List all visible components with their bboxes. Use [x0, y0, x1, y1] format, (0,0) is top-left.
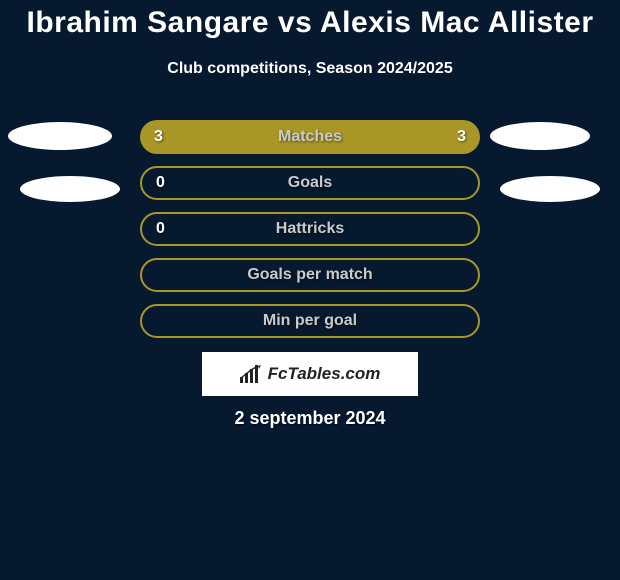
stat-value-left: 3	[154, 128, 163, 146]
avatar-ellipse	[500, 176, 600, 202]
avatar-ellipse	[8, 122, 112, 150]
subtitle: Club competitions, Season 2024/2025	[0, 60, 620, 78]
logo-box: FcTables.com	[202, 352, 418, 396]
date-text: 2 september 2024	[234, 408, 385, 429]
stat-row: Hattricks 0	[140, 212, 480, 246]
stat-label: Hattricks	[276, 220, 344, 238]
stat-value-left: 0	[156, 220, 165, 238]
stat-row: Min per goal	[140, 304, 480, 338]
logo-bars-icon	[240, 365, 262, 383]
stat-label: Matches	[278, 128, 342, 146]
stat-row: Goals per match	[140, 258, 480, 292]
stat-label: Min per goal	[263, 312, 357, 330]
logo: FcTables.com	[240, 364, 381, 384]
stat-value-left: 0	[156, 174, 165, 192]
stat-label: Goals per match	[247, 266, 372, 284]
stat-row: Goals 0	[140, 166, 480, 200]
stat-value-right: 3	[457, 128, 466, 146]
page-title: Ibrahim Sangare vs Alexis Mac Allister	[0, 0, 620, 40]
avatar-ellipse	[490, 122, 590, 150]
avatar-ellipse	[20, 176, 120, 202]
stat-label: Goals	[288, 174, 332, 192]
stat-row: Matches 3 3	[140, 120, 480, 154]
comparison-infographic: Ibrahim Sangare vs Alexis Mac Allister C…	[0, 0, 620, 580]
logo-text: FcTables.com	[268, 364, 381, 384]
